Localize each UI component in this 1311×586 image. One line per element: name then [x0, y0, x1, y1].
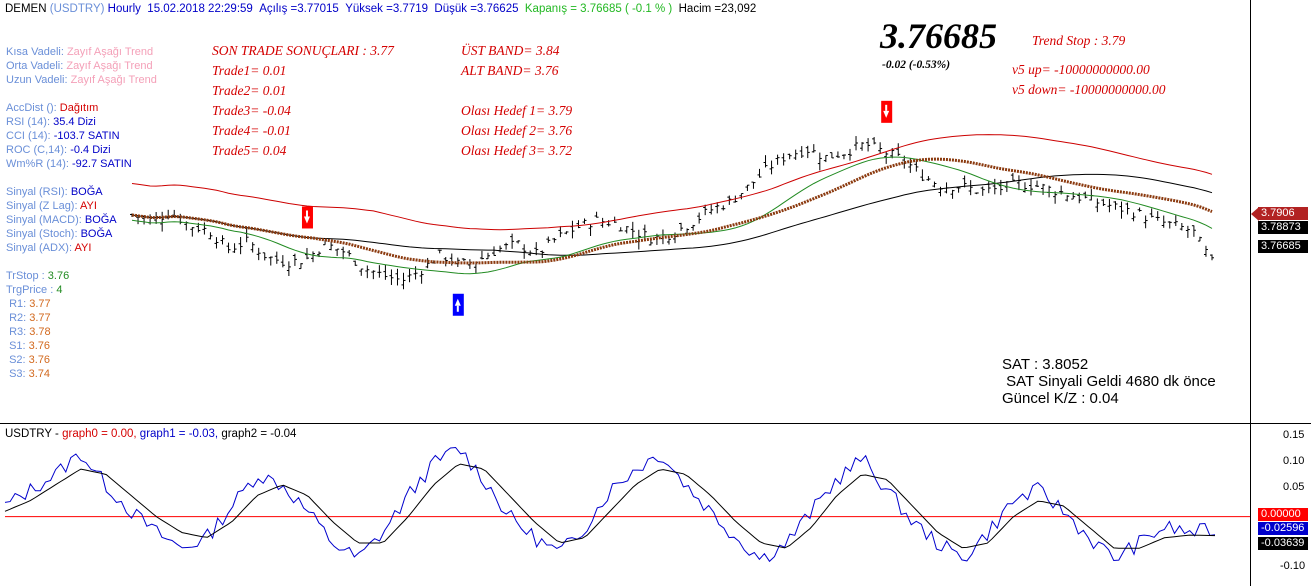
- osc-label-zero: 0.00000: [1258, 508, 1308, 521]
- trade-1: Trade1= 0.01: [212, 63, 287, 78]
- open-value: Açılış =3.77015: [259, 3, 339, 15]
- trade-3: Trade3= -0.04: [212, 103, 291, 118]
- osc-label-g2: -0.03639: [1258, 537, 1308, 550]
- chart-header: DEMEN (USDTRY) Hourly 15.02.2018 22:29:5…: [5, 3, 756, 15]
- signal-rsi: Sinyal (RSI): BOĞA: [6, 186, 103, 198]
- trade-results-title: SON TRADE SONUÇLARI : 3.77: [212, 43, 394, 58]
- high-value: Yüksek =3.7719: [345, 3, 429, 15]
- trade-results-block: SON TRADE SONUÇLARI : 3.77 Trade1= 0.01 …: [212, 41, 394, 161]
- osc-tick-010: 0.10: [1283, 455, 1305, 467]
- oscillator-chart: [4, 446, 1250, 563]
- trend-mid: Orta Vadeli: Zayıf Aşağı Trend: [6, 60, 153, 72]
- trend-stop: Trend Stop : 3.79: [1032, 33, 1126, 48]
- target-1: Olası Hedef 1= 3.79: [461, 103, 573, 118]
- osc-tick-005: 0.05: [1283, 481, 1305, 493]
- signal-markers: [301, 100, 893, 316]
- level-r1: R1: 3.77: [9, 298, 51, 310]
- ma-long-line: [131, 173, 1213, 256]
- low-value: Düşük =3.76625: [434, 3, 519, 15]
- price-change: -0.02 (-0.53%): [882, 59, 951, 71]
- levels-block: TrStop : 3.76 TrgPrice : 4 R1: 3.77 R2: …: [6, 269, 69, 381]
- price-bars: [130, 136, 1214, 290]
- signal-block: Sinyal (RSI): BOĞA Sinyal (Z Lag): AYI S…: [6, 185, 117, 255]
- osc-graph2: graph2 = -0.04: [221, 428, 297, 440]
- price-label-trend-stop: 3.7906: [1258, 207, 1308, 220]
- level-r3: R3: 3.78: [9, 326, 51, 338]
- sat-signal-time: SAT Sinyali Geldi 4680 dk önce: [1006, 373, 1216, 390]
- oscillator-lines: [4, 446, 1250, 563]
- interval-label: Hourly: [107, 3, 141, 15]
- osc-graph2-line: [4, 463, 1216, 549]
- level-s2: S2: 3.76: [9, 354, 51, 366]
- signal-stoch: Sinyal (Stoch): BOĞA: [6, 228, 113, 240]
- symbol-name: DEMEN: [5, 3, 47, 15]
- price-chart: [130, 100, 1214, 316]
- level-s1: S1: 3.76: [9, 340, 51, 352]
- arrow-stem: [456, 305, 459, 312]
- sat-price: SAT : 3.8052: [1002, 356, 1089, 373]
- price-label-last: 3.76685: [1258, 240, 1308, 253]
- datetime-label: 15.02.2018 22:29:59: [147, 3, 253, 15]
- indicator-wmr: Wm%R (14): -92.7 SATIN: [6, 158, 132, 170]
- signal-adx: Sinyal (ADX): AYI: [6, 242, 92, 254]
- oscillator-header: USDTRY - graph0 = 0.00, graph1 = -0.03, …: [5, 428, 296, 440]
- price-label-pointer-icon: [1251, 207, 1259, 221]
- arrow-stem: [305, 210, 308, 217]
- signal-macd: Sinyal (MACD): BOĞA: [6, 214, 117, 226]
- moving-averages: [131, 134, 1213, 275]
- trade-4: Trade4= -0.01: [212, 123, 291, 138]
- indicator-cci: CCI (14): -103.7 SATIN: [6, 130, 120, 142]
- v5-down: v5 down= -10000000000.00: [1012, 82, 1166, 97]
- price-axis-separator-bottom: [1250, 424, 1251, 586]
- osc-graph0: graph0 = 0.00,: [62, 428, 137, 440]
- indicator-roc: ROC (C,14): -0.4 Dizi: [6, 144, 111, 156]
- trend-short: Kısa Vadeli: Zayıf Aşağı Trend: [6, 46, 154, 58]
- pane-separator: [0, 423, 1311, 424]
- trade-2: Trade2= 0.01: [212, 83, 287, 98]
- bands-block: ÜST BAND= 3.84 ALT BAND= 3.76 Olası Hede…: [461, 41, 572, 161]
- osc-graph1: graph1 = -0.03,: [139, 428, 219, 440]
- indicator-rsi: RSI (14): 35.4 Dizi: [6, 116, 96, 128]
- target-3: Olası Hedef 3= 3.72: [461, 143, 573, 158]
- level-s3: S3: 3.74: [9, 368, 51, 380]
- trend-stop-line: [131, 134, 1213, 231]
- close-value: Kapanış = 3.76685 ( -0.1 % ): [524, 3, 673, 15]
- osc-label-g1: -0.02596: [1258, 522, 1308, 535]
- ma-fast-line: [131, 156, 1213, 275]
- arrow-down-icon: [303, 216, 310, 224]
- target-2: Olası Hedef 2= 3.76: [461, 123, 573, 138]
- osc-tick-015: 0.15: [1283, 429, 1305, 441]
- trade-5: Trade5= 0.04: [212, 143, 287, 158]
- volume-value: Hacim =23,092: [678, 3, 757, 15]
- upper-band: ÜST BAND= 3.84: [461, 43, 560, 58]
- symbol-pair: (USDTRY): [49, 3, 105, 15]
- level-trstop: TrStop : 3.76: [6, 270, 70, 282]
- trend-long: Uzun Vadeli: Zayıf Aşağı Trend: [6, 74, 157, 86]
- osc-graph1-line: [4, 446, 1216, 563]
- price-label-ma: 3.78873: [1258, 221, 1308, 234]
- arrow-down-icon: [883, 110, 890, 118]
- ma-trend-line: [131, 157, 1213, 265]
- osc-tick-m010: -0.10: [1280, 560, 1306, 572]
- signal-zlag: Sinyal (Z Lag): AYI: [6, 200, 97, 212]
- indicator-block: AccDist (): Dağıtım RSI (14): 35.4 Dizi …: [6, 101, 132, 171]
- arrow-stem: [885, 104, 888, 111]
- osc-symbol: USDTRY -: [5, 428, 59, 440]
- sat-block: SAT : 3.8052 SAT Sinyali Geldi 4680 dk ö…: [1002, 356, 1216, 407]
- price-axis-separator-top: [1250, 0, 1251, 423]
- indicator-accdist: AccDist (): Dağıtım: [6, 102, 99, 114]
- arrow-up-icon: [454, 298, 461, 306]
- level-trgprice: TrgPrice : 4: [6, 284, 63, 296]
- big-price: 3.76685: [880, 16, 997, 56]
- lower-band: ALT BAND= 3.76: [461, 63, 559, 78]
- sat-pnl: Güncel K/Z : 0.04: [1002, 390, 1119, 407]
- trend-block: Kısa Vadeli: Zayıf Aşağı Trend Orta Vade…: [6, 45, 157, 87]
- v5-up: v5 up= -10000000000.00: [1012, 62, 1150, 77]
- level-r2: R2: 3.77: [9, 312, 51, 324]
